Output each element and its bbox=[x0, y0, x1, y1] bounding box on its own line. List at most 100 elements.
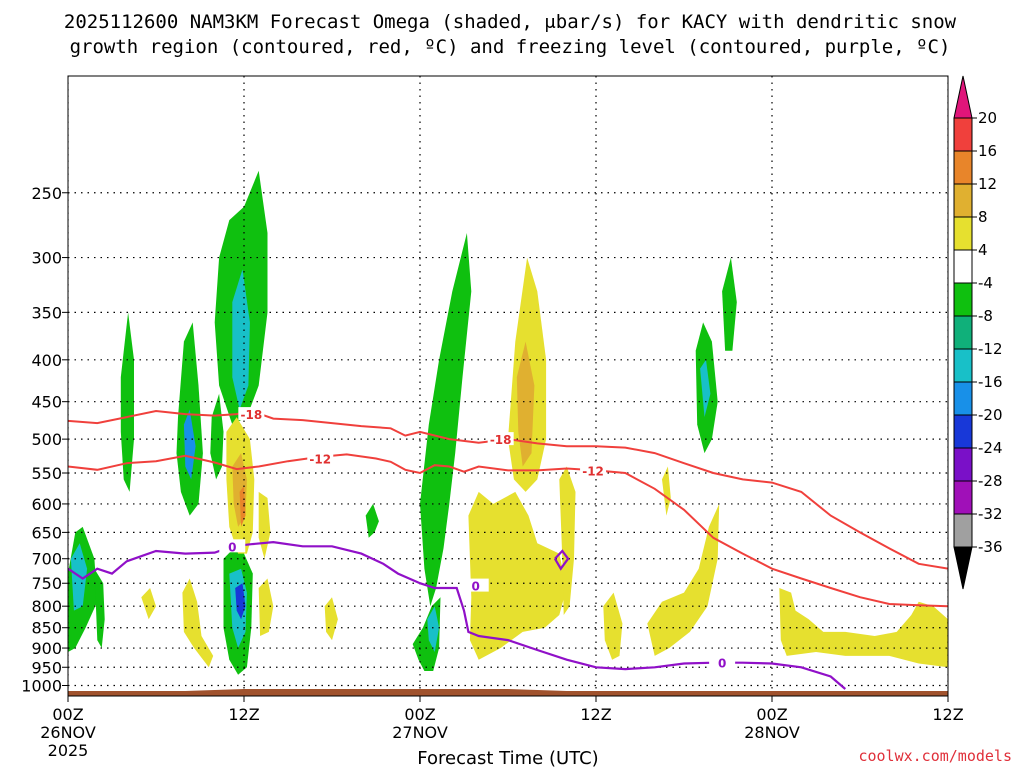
dgz-label-18-a-bg bbox=[238, 407, 265, 421]
omega-region-31 bbox=[603, 592, 623, 660]
colorbar-tick-label: -24 bbox=[978, 439, 1003, 457]
plot-area bbox=[68, 76, 948, 696]
omega-region-18 bbox=[700, 359, 711, 418]
colorbar-box bbox=[953, 249, 973, 284]
colorbar-box bbox=[953, 183, 973, 218]
y-tick-label: 600 bbox=[31, 495, 62, 514]
colorbar-tick-label: 20 bbox=[978, 109, 997, 127]
y-tick-label: 700 bbox=[31, 550, 62, 569]
colorbar-box bbox=[953, 480, 973, 515]
dgz-contour--18 bbox=[68, 409, 948, 570]
y-tick-label: 1000 bbox=[21, 676, 62, 695]
omega-region-3 bbox=[94, 568, 105, 648]
colorbar-tick-label: -16 bbox=[978, 373, 1003, 391]
colorbar-box bbox=[953, 150, 973, 185]
omega-region-8 bbox=[210, 393, 224, 480]
colorbar-tick-label: 16 bbox=[978, 142, 997, 160]
y-tick-label: 850 bbox=[31, 619, 62, 638]
omega-region-13 bbox=[420, 233, 472, 607]
omega-region-23 bbox=[182, 578, 214, 668]
colorbar-box bbox=[953, 282, 973, 317]
colorbar-box bbox=[953, 216, 973, 251]
x-tick-label: 00Z bbox=[756, 705, 787, 724]
x-tick-date: 26NOV bbox=[40, 723, 96, 742]
colorbar-tick-label: 12 bbox=[978, 175, 997, 193]
plot-overlay: -18 -18 -12 -12 0 0 0 bbox=[219, 407, 736, 671]
omega-region-22 bbox=[258, 491, 271, 559]
colorbar-tick-label: -36 bbox=[978, 538, 1003, 556]
y-tick-label: 450 bbox=[31, 393, 62, 412]
x-tick-label: 12Z bbox=[580, 705, 611, 724]
dgz-contour--12 bbox=[68, 453, 948, 608]
colorbar-tick-label: -12 bbox=[978, 340, 1003, 358]
colorbar-box bbox=[953, 348, 973, 383]
colorbar-tick-label: -28 bbox=[978, 472, 1003, 490]
omega-region-33 bbox=[662, 466, 671, 516]
y-tick-label: 800 bbox=[31, 597, 62, 616]
omega-region-24 bbox=[258, 578, 274, 636]
y-tick-label: 500 bbox=[31, 430, 62, 449]
omega-region-7 bbox=[232, 269, 250, 410]
x-tick-label: 12Z bbox=[228, 705, 259, 724]
omega-region-25 bbox=[141, 588, 156, 620]
y-tick-label: 750 bbox=[31, 574, 62, 593]
x-axis-label: Forecast Time (UTC) bbox=[417, 748, 598, 768]
x-tick-label: 12Z bbox=[932, 705, 963, 724]
freezing-level-loop bbox=[553, 549, 570, 571]
x-tick-label: 00Z bbox=[52, 705, 83, 724]
colorbar-box bbox=[953, 381, 973, 416]
freezing-label-b-bg bbox=[462, 578, 489, 592]
freezing-label-b: 0 bbox=[472, 580, 480, 594]
freezing-label-c-bg bbox=[709, 655, 736, 669]
omega-region-15 bbox=[427, 606, 440, 652]
colorbar-tick-label: -8 bbox=[978, 307, 993, 325]
y-tick-label: 350 bbox=[31, 303, 62, 322]
omega-region-32 bbox=[647, 503, 720, 656]
y-tick-label: 550 bbox=[31, 464, 62, 483]
colorbar-bottom-arrow bbox=[953, 546, 973, 590]
freezing-level-contour bbox=[68, 540, 847, 690]
colorbar-top-arrow bbox=[953, 75, 973, 119]
y-tick-label: 300 bbox=[31, 249, 62, 268]
omega-region-12 bbox=[365, 503, 379, 538]
freezing-label-a: 0 bbox=[228, 540, 236, 554]
colorbar-tick-label: 8 bbox=[978, 208, 988, 226]
colorbar-box bbox=[953, 513, 973, 548]
y-tick-label: 900 bbox=[31, 639, 62, 658]
omega-region-17 bbox=[722, 257, 737, 351]
colorbar-box bbox=[953, 414, 973, 449]
dgz-label-18-b-bg bbox=[487, 432, 514, 446]
credit-text: coolwx.com/models bbox=[858, 747, 1012, 765]
omega-region-34 bbox=[779, 588, 948, 668]
dgz-label-18-b: -18 bbox=[490, 433, 512, 447]
omega-region-29 bbox=[468, 491, 567, 660]
colorbar-box bbox=[953, 117, 973, 152]
dgz-label-18-a: -18 bbox=[240, 408, 262, 422]
colorbar-tick-label: -4 bbox=[978, 274, 993, 292]
colorbar: 20 16 12 8 4 -4 -8 -12 -16 -20 -24 -28 -32 -36 bbox=[953, 75, 1003, 590]
omega-region-5 bbox=[183, 409, 196, 480]
omega-region-26 bbox=[324, 597, 338, 641]
y-tick-label: 250 bbox=[31, 184, 62, 203]
freezing-label-c: 0 bbox=[718, 657, 726, 671]
x-tick-year: 2025 bbox=[48, 741, 89, 760]
y-tick-label: 950 bbox=[31, 658, 62, 677]
chart-subtitle: growth region (contoured, red, ºC) and f… bbox=[70, 36, 951, 58]
omega-region-21 bbox=[239, 485, 246, 527]
colorbar-tick-label: -32 bbox=[978, 505, 1003, 523]
terrain bbox=[68, 689, 948, 696]
freezing-label-a-bg bbox=[219, 539, 246, 553]
y-axis: 2503003504004505005506006507007508008509… bbox=[21, 184, 68, 695]
x-tick-date: 27NOV bbox=[392, 723, 448, 742]
plot-frame bbox=[67, 75, 949, 697]
colorbar-tick-label: 4 bbox=[978, 241, 988, 259]
dgz-label-12-a: -12 bbox=[309, 452, 331, 466]
colorbar-box bbox=[953, 315, 973, 350]
y-tick-label: 400 bbox=[31, 351, 62, 370]
y-tick-label: 650 bbox=[31, 523, 62, 542]
x-tick-label: 00Z bbox=[404, 705, 435, 724]
chart-title: 2025112600 NAM3KM Forecast Omega (shaded… bbox=[64, 11, 957, 33]
x-tick-date: 28NOV bbox=[744, 723, 800, 742]
